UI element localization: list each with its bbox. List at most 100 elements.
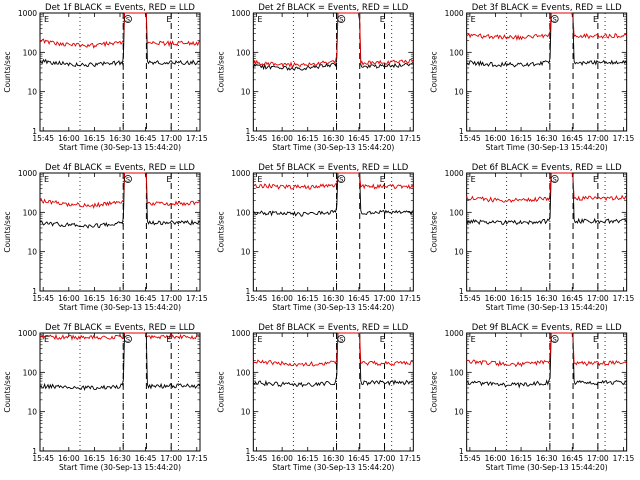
x-axis-label: Start Time (30-Sep-13 15:44:20) [486, 143, 608, 152]
end-marker-label: E [380, 15, 385, 24]
x-tick-label: 16:45 [561, 134, 583, 143]
y-tick-label: 1000 [231, 329, 250, 338]
detector-panel: Det 5f BLACK = Events, RED = LLD 1 10 100 10… [216, 163, 421, 312]
x-tick-label: 17:15 [613, 134, 635, 143]
x-tick-label: 16:15 [510, 134, 532, 143]
x-tick-label: 16:00 [271, 454, 293, 463]
x-tick-label: 16:45 [561, 454, 583, 463]
x-axis-label: Start Time (30-Sep-13 15:44:20) [486, 303, 608, 312]
y-tick-label: 1000 [445, 329, 464, 338]
y-tick-label: 1 [246, 127, 251, 136]
mid-marker-label: S [553, 176, 557, 184]
x-tick-label: 16:30 [323, 134, 345, 143]
y-tick-label: 100 [449, 368, 464, 377]
x-tick-label: 17:00 [587, 134, 609, 143]
panel-title: Det 7f BLACK = Events, RED = LLD [45, 323, 195, 333]
y-axis-label: Counts/sec [3, 51, 12, 92]
end-marker-label: E [166, 335, 171, 344]
plot-frame [39, 172, 201, 292]
y-axis-label: Counts/sec [430, 211, 439, 252]
y-axis-label: Counts/sec [216, 51, 225, 92]
lld-series-line [252, 332, 414, 368]
x-tick-label: 16:45 [348, 134, 370, 143]
y-tick-label: 1 [32, 127, 37, 136]
start-marker-label: E [471, 15, 476, 24]
y-tick-label: 1000 [445, 169, 464, 178]
panel-title: Det 1f BLACK = Events, RED = LLD [45, 3, 195, 13]
detector-panel: Det 7f BLACK = Events, RED = LLD 1 10 100 10… [3, 323, 208, 472]
start-marker-label: E [44, 15, 49, 24]
plot-frame [39, 332, 201, 452]
x-tick-label: 16:45 [348, 294, 370, 303]
plot-frame [466, 172, 628, 292]
lld-series-line [39, 332, 201, 341]
mid-marker-circle [337, 15, 346, 23]
panel-title: Det 3f BLACK = Events, RED = LLD [472, 3, 622, 13]
x-tick-label: 16:00 [485, 134, 507, 143]
x-tick-label: 15:45 [459, 134, 481, 143]
mid-marker-circle [550, 15, 559, 23]
x-tick-label: 17:15 [399, 134, 421, 143]
x-tick-label: 16:15 [84, 294, 106, 303]
x-tick-label: 16:00 [271, 134, 293, 143]
panel-title: Det 6f BLACK = Events, RED = LLD [472, 163, 622, 173]
start-marker-label: E [257, 335, 262, 344]
detector-panel: Det 4f BLACK = Events, RED = LLD 1 10 100 10… [3, 163, 208, 312]
detector-panel: Det 6f BLACK = Events, RED = LLD 1 10 100 10… [430, 163, 635, 312]
y-tick-label: 1 [459, 447, 464, 456]
x-tick-label: 16:00 [58, 454, 80, 463]
mid-marker-circle [124, 335, 132, 343]
detector-panel: Det 9f BLACK = Events, RED = LLD 1 10 100 10… [430, 323, 635, 472]
mid-marker-label: S [339, 336, 343, 344]
panel-title: Det 4f BLACK = Events, RED = LLD [45, 163, 195, 173]
y-axis-label: Counts/sec [430, 51, 439, 92]
y-tick-label: 10 [241, 88, 251, 97]
mid-marker-circle [550, 175, 559, 183]
start-marker-label: E [471, 335, 476, 344]
mid-marker-label: S [126, 336, 130, 344]
y-tick-label: 100 [23, 48, 38, 57]
mid-marker-label: S [339, 16, 343, 24]
y-tick-label: 1000 [231, 9, 250, 18]
y-tick-label: 10 [27, 408, 37, 417]
x-tick-label: 17:00 [374, 134, 396, 143]
y-tick-label: 1000 [18, 169, 37, 178]
x-tick-label: 17:15 [399, 294, 421, 303]
x-tick-label: 17:00 [374, 454, 396, 463]
panel-title: Det 5f BLACK = Events, RED = LLD [258, 163, 408, 173]
x-axis-label: Start Time (30-Sep-13 15:44:20) [486, 463, 608, 472]
y-tick-label: 1 [459, 127, 464, 136]
y-tick-label: 1 [459, 287, 464, 296]
x-axis-label: Start Time (30-Sep-13 15:44:20) [272, 463, 394, 472]
y-tick-label: 100 [23, 368, 38, 377]
events-series-line [39, 12, 201, 68]
x-tick-label: 17:15 [186, 134, 208, 143]
plot-frame [252, 332, 414, 452]
y-tick-label: 10 [27, 248, 37, 257]
start-marker-label: E [44, 175, 49, 184]
x-axis-label: Start Time (30-Sep-13 15:44:20) [59, 463, 181, 472]
plot-frame [252, 172, 414, 292]
events-series-line [466, 172, 628, 226]
mid-marker-label: S [126, 176, 130, 184]
x-tick-label: 16:45 [135, 134, 157, 143]
mid-marker-circle [124, 175, 132, 183]
x-tick-label: 17:00 [374, 294, 396, 303]
detector-panel: Det 1f BLACK = Events, RED = LLD 1 10 100 10… [3, 3, 208, 152]
mid-marker-circle [124, 15, 132, 23]
x-tick-label: 16:00 [485, 294, 507, 303]
end-marker-label: E [593, 335, 598, 344]
y-tick-label: 1000 [445, 9, 464, 18]
x-tick-label: 16:45 [348, 454, 370, 463]
x-tick-label: 16:15 [297, 294, 319, 303]
y-tick-label: 1000 [18, 329, 37, 338]
x-tick-label: 16:30 [536, 454, 558, 463]
y-tick-label: 100 [236, 208, 251, 217]
panel-title: Det 9f BLACK = Events, RED = LLD [472, 323, 622, 333]
x-tick-label: 15:45 [246, 454, 268, 463]
x-tick-label: 15:45 [32, 454, 54, 463]
detector-panel: Det 3f BLACK = Events, RED = LLD 1 10 100 10… [430, 3, 635, 152]
x-tick-label: 16:00 [485, 454, 507, 463]
x-axis-label: Start Time (30-Sep-13 15:44:20) [272, 303, 394, 312]
